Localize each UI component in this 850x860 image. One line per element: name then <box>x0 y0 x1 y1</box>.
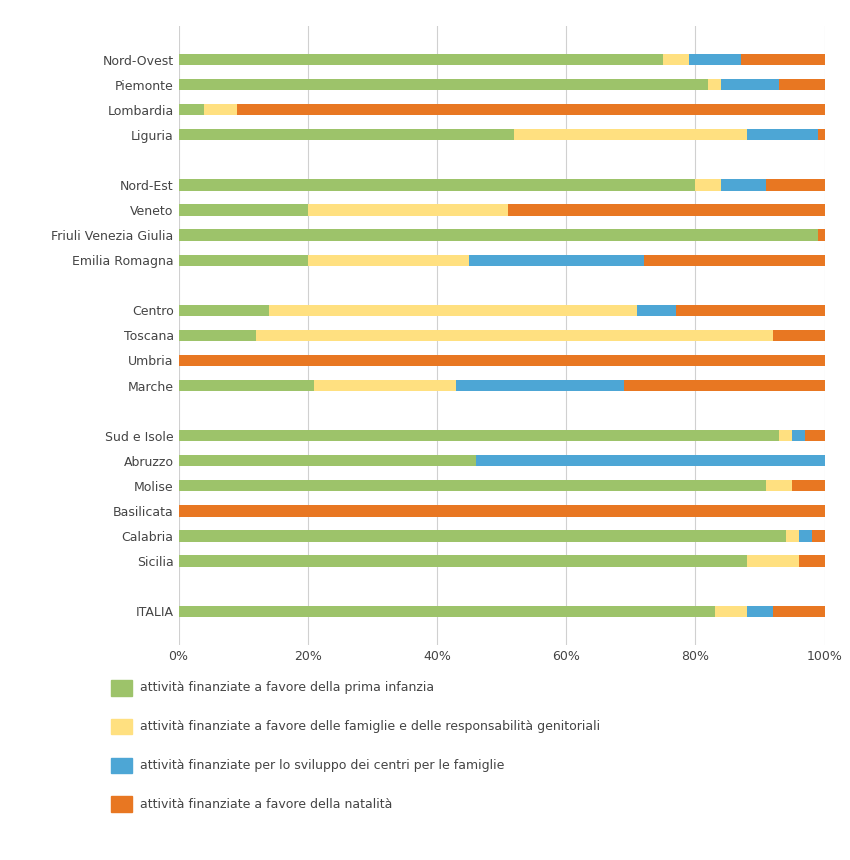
Bar <box>178 531 785 542</box>
Bar <box>456 380 624 391</box>
Text: attività finanziate per lo sviluppo dei centri per le famiglie: attività finanziate per lo sviluppo dei … <box>140 759 505 772</box>
Bar <box>508 205 824 216</box>
Bar <box>178 129 514 140</box>
Bar <box>178 304 269 316</box>
Bar <box>721 180 767 191</box>
Bar <box>663 54 688 65</box>
Bar <box>204 104 236 115</box>
Bar <box>773 329 824 341</box>
Bar <box>178 380 314 391</box>
Bar <box>643 255 824 266</box>
Bar <box>799 556 824 567</box>
Bar <box>818 230 824 241</box>
Bar <box>178 605 715 617</box>
Bar <box>818 129 824 140</box>
Bar <box>308 205 508 216</box>
Bar <box>792 480 824 491</box>
Bar <box>314 380 456 391</box>
Bar <box>178 329 256 341</box>
Bar <box>695 180 721 191</box>
Bar <box>740 54 824 65</box>
Bar <box>767 180 824 191</box>
Bar <box>514 129 747 140</box>
Bar <box>178 355 824 366</box>
Bar <box>178 556 747 567</box>
Bar <box>638 304 676 316</box>
Bar <box>785 531 799 542</box>
Bar <box>178 430 779 441</box>
Text: attività finanziate a favore della prima infanzia: attività finanziate a favore della prima… <box>140 681 434 695</box>
Bar <box>799 531 812 542</box>
Bar <box>178 230 818 241</box>
Bar <box>178 54 663 65</box>
Bar <box>476 455 824 466</box>
Bar <box>747 556 799 567</box>
Bar <box>688 54 740 65</box>
Bar <box>236 104 824 115</box>
Bar <box>779 430 792 441</box>
Bar <box>805 430 824 441</box>
Bar <box>715 605 747 617</box>
Bar <box>767 480 792 491</box>
Bar <box>469 255 643 266</box>
Bar <box>178 506 824 517</box>
Bar <box>624 380 824 391</box>
Bar <box>178 104 204 115</box>
Bar <box>178 255 308 266</box>
Bar <box>747 605 773 617</box>
Bar <box>812 531 824 542</box>
Bar <box>308 255 469 266</box>
Bar <box>178 480 767 491</box>
Text: attività finanziate a favore delle famiglie e delle responsabilità genitoriali: attività finanziate a favore delle famig… <box>140 720 600 734</box>
Bar <box>676 304 824 316</box>
Bar <box>792 430 805 441</box>
Bar <box>178 455 476 466</box>
Bar <box>721 79 779 90</box>
Bar <box>773 605 824 617</box>
Bar <box>178 180 695 191</box>
Text: attività finanziate a favore della natalità: attività finanziate a favore della natal… <box>140 797 393 811</box>
Bar <box>747 129 818 140</box>
Bar <box>269 304 638 316</box>
Bar <box>256 329 773 341</box>
Bar <box>779 79 824 90</box>
Bar <box>178 79 708 90</box>
Bar <box>708 79 721 90</box>
Bar <box>178 205 308 216</box>
